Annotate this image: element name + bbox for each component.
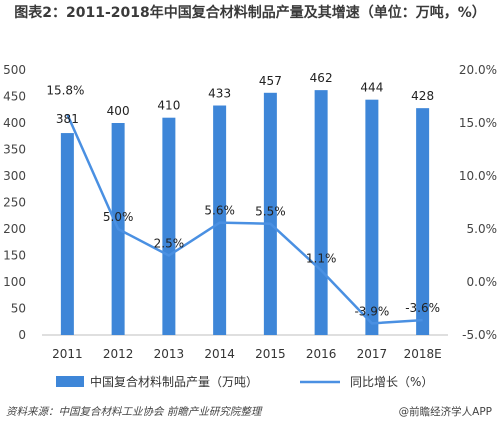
y-left-tick-label: 50 xyxy=(11,302,26,316)
bar xyxy=(314,90,328,335)
y-right-tick-label: 10.0% xyxy=(459,169,497,183)
bar-value-label: 433 xyxy=(208,87,231,101)
growth-value-label: 15.8% xyxy=(46,84,84,98)
source-note: 资料来源：中国复合材料工业协会 前瞻产业研究院整理 xyxy=(6,406,262,418)
legend-bar-swatch xyxy=(56,376,84,387)
bar-value-label: 428 xyxy=(411,89,434,103)
y-left-tick-label: 450 xyxy=(3,90,26,104)
y-left-tick-label: 150 xyxy=(3,249,26,263)
bar xyxy=(213,105,227,335)
y-right-tick-label: 20.0% xyxy=(459,63,497,77)
legend-line-label: 同比增长（%） xyxy=(350,375,433,389)
y-left-tick-label: 200 xyxy=(3,222,26,236)
bar-value-label: 444 xyxy=(360,81,383,95)
x-tick-label: 2018E xyxy=(404,347,442,361)
growth-value-label: 5.5% xyxy=(255,205,286,219)
y-right-tick-label: 5.0% xyxy=(467,222,498,236)
brand-label: @前瞻经济学人APP xyxy=(398,406,492,418)
growth-value-label: -3.6% xyxy=(405,301,440,315)
y-left-tick-label: 350 xyxy=(3,143,26,157)
bar xyxy=(162,117,176,335)
growth-value-label: 2.5% xyxy=(154,237,185,251)
y-left-tick-label: 250 xyxy=(3,196,26,210)
y-right-tick-label: -5.0% xyxy=(462,328,497,342)
y-left-tick-label: 0 xyxy=(18,328,26,342)
bar-value-label: 381 xyxy=(56,112,79,126)
bar-value-label: 457 xyxy=(259,74,282,88)
growth-value-label: 5.6% xyxy=(204,204,235,218)
x-tick-label: 2016 xyxy=(306,347,337,361)
growth-value-label: -3.9% xyxy=(354,304,389,318)
y-left-tick-label: 100 xyxy=(3,275,26,289)
y-right-tick-label: 0.0% xyxy=(467,275,498,289)
x-tick-label: 2013 xyxy=(154,347,185,361)
bar-value-label: 410 xyxy=(157,99,180,113)
x-tick-label: 2017 xyxy=(357,347,388,361)
growth-value-label: 5.0% xyxy=(103,210,134,224)
legend-bar-label: 中国复合材料制品产量（万吨） xyxy=(90,374,258,389)
y-left-tick-label: 300 xyxy=(3,169,26,183)
bar-value-label: 462 xyxy=(310,71,333,85)
x-tick-label: 2011 xyxy=(52,347,83,361)
y-left-tick-label: 400 xyxy=(3,116,26,130)
chart-title: 图表2：2011-2018年中国复合材料制品产量及其增速（单位：万吨，%） xyxy=(14,5,486,21)
bar xyxy=(60,133,74,335)
bar-value-label: 400 xyxy=(107,104,130,118)
bar xyxy=(263,92,277,335)
growth-line xyxy=(66,114,423,325)
x-tick-label: 2012 xyxy=(103,347,134,361)
growth-value-label: 1.1% xyxy=(306,251,337,265)
y-right-tick-label: 15.0% xyxy=(459,116,497,130)
x-tick-label: 2014 xyxy=(204,347,235,361)
bar xyxy=(365,99,379,336)
x-tick-label: 2015 xyxy=(255,347,286,361)
bar xyxy=(416,108,430,335)
y-left-tick-label: 500 xyxy=(3,63,26,77)
